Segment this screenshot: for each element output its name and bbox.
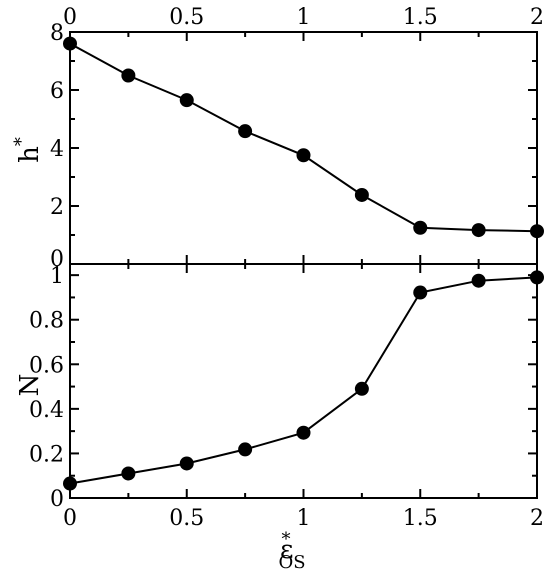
bottom-y-tick-label: 0 bbox=[50, 487, 64, 512]
bottom-y-tick-label: 0.6 bbox=[29, 353, 64, 378]
bottom-y-axis-label: N bbox=[15, 374, 45, 397]
bottom-series-line bbox=[69, 276, 538, 485]
top-y-tick-label: 2 bbox=[50, 195, 64, 220]
top-y-axis-label-main: h bbox=[15, 146, 45, 163]
top-series-line bbox=[69, 42, 538, 233]
top-x-ticks: 0 0.5 1 1.5 2 bbox=[63, 5, 544, 264]
bottom-x-axis-label-sup: * bbox=[281, 529, 290, 550]
top-x-tick-label: 1 bbox=[297, 5, 311, 30]
top-panel: 0 0.5 1 1.5 2 0 2 4 6 8 h* bbox=[11, 5, 544, 272]
top-data-point bbox=[530, 224, 544, 239]
bottom-x-tick-label: 1.5 bbox=[403, 506, 438, 531]
bottom-data-point bbox=[121, 466, 136, 481]
top-data-point bbox=[471, 223, 486, 238]
top-y-axis-label-sup: * bbox=[11, 137, 32, 146]
bottom-y-tick-label: 0.4 bbox=[29, 398, 64, 423]
top-y-tick-label: 8 bbox=[50, 21, 64, 46]
bottom-y-tick-label: 0.8 bbox=[29, 309, 64, 334]
bottom-y-tick-label: 0.2 bbox=[29, 442, 64, 467]
top-x-tick-label: 0 bbox=[63, 5, 77, 30]
top-y-tick-label: 4 bbox=[50, 137, 64, 162]
bottom-data-point bbox=[471, 273, 486, 288]
top-y-tick-label: 0 bbox=[50, 247, 64, 272]
top-data-point bbox=[413, 220, 428, 235]
bottom-data-point bbox=[530, 270, 544, 285]
top-y-tick-label: 6 bbox=[50, 79, 64, 104]
bottom-data-point bbox=[354, 381, 369, 396]
bottom-x-tick-label: 2 bbox=[530, 506, 544, 531]
bottom-x-axis-label: ε* OS bbox=[278, 529, 305, 573]
top-x-tick-label: 1.5 bbox=[403, 5, 438, 30]
bottom-x-axis-label-sub: OS bbox=[278, 552, 305, 573]
bottom-panel: 0 0.5 1 1.5 2 0 0.2 0.4 0.6 0.8 1 N ε* OS bbox=[15, 263, 544, 573]
bottom-data-point bbox=[296, 425, 311, 440]
bottom-data-point bbox=[179, 456, 194, 471]
bottom-series bbox=[63, 270, 544, 491]
top-data-point bbox=[63, 36, 77, 51]
bottom-x-tick-label: 0 bbox=[63, 506, 77, 531]
top-y-axis-label: h* bbox=[11, 137, 45, 163]
top-data-point bbox=[354, 187, 369, 202]
bottom-data-point bbox=[413, 285, 428, 300]
top-series bbox=[63, 36, 544, 239]
bottom-plot-frame bbox=[69, 263, 538, 499]
top-data-point bbox=[238, 124, 253, 139]
top-x-tick-label: 0.5 bbox=[169, 5, 204, 30]
bottom-x-axis-label-main: ε bbox=[280, 535, 293, 565]
bottom-data-point bbox=[63, 476, 77, 491]
bottom-x-ticks: 0 0.5 1 1.5 2 bbox=[63, 264, 544, 531]
top-x-tick-label: 2 bbox=[530, 5, 544, 30]
bottom-x-tick-label: 1 bbox=[297, 506, 311, 531]
bottom-data-point bbox=[238, 442, 253, 457]
top-data-point bbox=[121, 68, 136, 83]
top-data-point bbox=[296, 148, 311, 163]
bottom-y-tick-label: 1 bbox=[50, 264, 64, 289]
top-data-point bbox=[179, 93, 194, 108]
top-y-ticks: 0 2 4 6 8 bbox=[50, 21, 537, 272]
bottom-y-ticks: 0 0.2 0.4 0.6 0.8 1 bbox=[29, 264, 537, 512]
bottom-x-tick-label: 0.5 bbox=[169, 506, 204, 531]
